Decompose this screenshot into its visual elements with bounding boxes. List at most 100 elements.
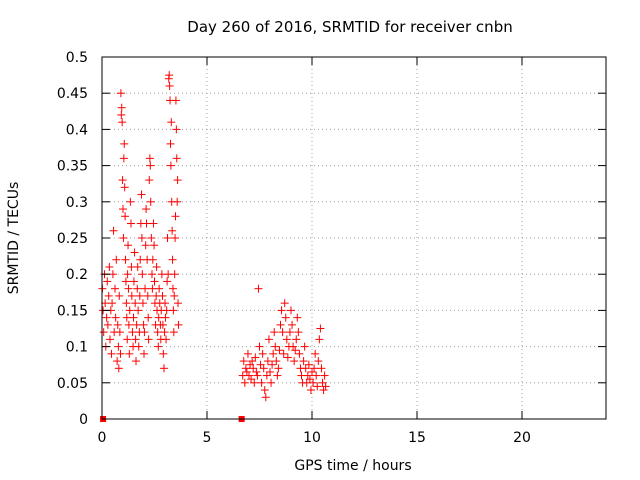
data-point (303, 371, 312, 380)
data-point (292, 335, 301, 344)
data-point (274, 364, 283, 373)
data-point (137, 234, 146, 242)
data-point (316, 324, 325, 333)
data-point (108, 299, 117, 308)
data-point (261, 393, 270, 402)
data-point (140, 349, 148, 358)
y-tick-label: 0.2 (66, 267, 88, 283)
data-point (143, 291, 152, 300)
data-point (159, 349, 168, 358)
data-point (147, 270, 156, 279)
data-point (118, 176, 127, 185)
data-point (114, 364, 123, 373)
data-point (148, 255, 157, 264)
data-point (280, 299, 289, 308)
data-point (129, 277, 138, 286)
data-point (121, 212, 130, 221)
data-point (258, 349, 267, 358)
data-point (125, 349, 134, 358)
data-point (142, 205, 151, 214)
data-point (146, 197, 155, 206)
data-point (171, 212, 180, 221)
data-point (163, 234, 172, 242)
data-point (165, 81, 174, 90)
data-point (117, 110, 126, 119)
data-point (111, 284, 120, 293)
data-point (133, 284, 142, 293)
data-point (169, 328, 178, 337)
data-point (254, 284, 263, 293)
data-point (149, 219, 158, 228)
data-point (169, 306, 178, 315)
data-point (135, 291, 144, 300)
data-point (171, 234, 180, 242)
data-point (117, 103, 126, 112)
data-point (277, 306, 286, 315)
data-point (255, 342, 264, 351)
data-point (158, 320, 167, 329)
data-point (119, 234, 128, 242)
data-point (268, 360, 277, 369)
x-tick-labels: 0 5 10 15 20 (98, 430, 531, 446)
data-point (121, 277, 130, 286)
data-point (148, 284, 157, 293)
data-point (275, 346, 284, 355)
data-point (107, 349, 116, 358)
data-point (116, 89, 125, 98)
data-point (300, 342, 309, 351)
data-point (282, 335, 291, 344)
data-point (141, 284, 150, 293)
data-point (138, 299, 147, 308)
data-point (136, 255, 145, 264)
y-tick-label: 0.4 (66, 122, 88, 138)
data-point (120, 139, 129, 148)
data-point (315, 335, 324, 344)
data-point (306, 386, 315, 395)
data-point (304, 360, 313, 369)
data-point (129, 313, 138, 322)
data-point (285, 328, 294, 337)
data-point (152, 262, 161, 271)
data-point (308, 367, 316, 376)
data-point (312, 371, 321, 380)
data-point (173, 176, 182, 185)
data-point (172, 125, 181, 134)
data-point (114, 342, 123, 351)
data-point (142, 219, 151, 228)
data-point (144, 313, 153, 322)
data-point (241, 364, 250, 373)
data-point (155, 284, 164, 293)
data-point (115, 291, 124, 300)
data-point (272, 357, 281, 366)
data-point (320, 371, 329, 380)
data-point (160, 328, 169, 337)
data-point (154, 313, 163, 322)
data-point (126, 197, 135, 206)
data-point (139, 320, 148, 329)
data-point (309, 378, 318, 387)
data-point (273, 371, 282, 380)
data-point (115, 328, 124, 337)
data-point (153, 328, 162, 337)
chart-title: Day 260 of 2016, SRMTID for receiver cnb… (187, 18, 512, 36)
data-point (119, 205, 127, 214)
y-tick-label: 0.5 (66, 50, 88, 66)
data-point (317, 364, 326, 373)
data-point (263, 357, 272, 366)
y-tick-labels: 0 0.05 0.1 0.15 0.2 0.25 0.3 0.35 0.4 0.45 0.5 (57, 50, 88, 428)
data-point (239, 357, 248, 366)
data-point (131, 299, 140, 308)
data-point (133, 262, 142, 271)
data-point (145, 154, 154, 163)
y-tick-label: 0.35 (57, 159, 88, 175)
data-point (99, 328, 108, 337)
data-point (132, 357, 141, 366)
data-point (159, 364, 168, 373)
data-point (299, 357, 308, 366)
data-point (288, 320, 297, 329)
data-point (267, 378, 276, 387)
data-point (243, 349, 252, 358)
data-point (266, 367, 274, 376)
data-point (253, 371, 262, 380)
data-point (311, 349, 320, 358)
